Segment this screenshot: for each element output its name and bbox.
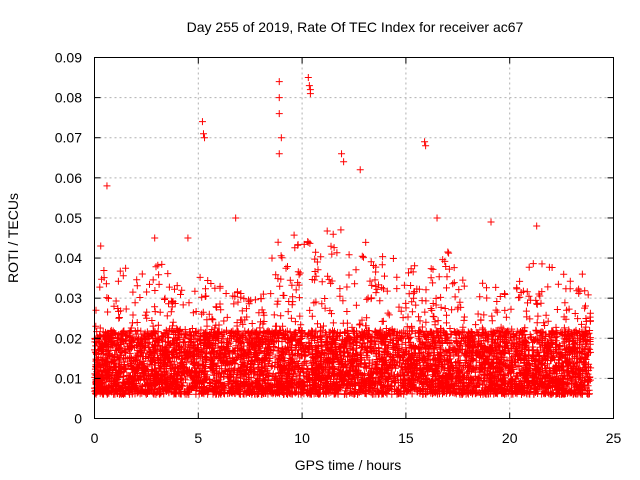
data-point xyxy=(340,158,348,166)
data-point xyxy=(275,150,283,158)
y-tick-label: 0.02 xyxy=(55,330,82,346)
y-tick-label: 0.04 xyxy=(55,250,82,266)
data-point xyxy=(433,214,441,222)
data-point xyxy=(338,150,346,158)
chart-title: Day 255 of 2019, Rate Of TEC Index for r… xyxy=(187,19,524,35)
data-point xyxy=(305,82,313,90)
data-point xyxy=(277,134,285,142)
data-point xyxy=(275,110,283,118)
data-point xyxy=(198,118,206,126)
scatter-cloud xyxy=(91,226,595,398)
y-tick-label: 0.06 xyxy=(55,170,82,186)
y-tick-label: 0.09 xyxy=(55,50,82,66)
y-tick-label: 0.03 xyxy=(55,290,82,306)
data-point xyxy=(306,90,314,98)
y-tick-labels: 0 0.01 0.02 0.03 0.04 0.05 0.06 0.07 0.08 0.09 xyxy=(55,50,82,427)
axis-ticks xyxy=(94,57,614,419)
y-tick-label: 0.07 xyxy=(55,130,82,146)
x-tick-label: 10 xyxy=(294,430,310,446)
plot-area-frame xyxy=(94,57,614,419)
data-point xyxy=(275,78,283,86)
y-tick-label: 0.01 xyxy=(55,370,82,386)
data-point xyxy=(201,134,209,142)
data-point xyxy=(356,166,364,174)
y-tick-label: 0.05 xyxy=(55,210,82,226)
data-points xyxy=(91,74,595,398)
x-axis-label: GPS time / hours xyxy=(295,457,402,473)
data-point xyxy=(275,94,283,102)
data-point xyxy=(103,182,111,190)
data-point xyxy=(97,242,105,250)
data-point xyxy=(232,214,240,222)
x-tick-label: 25 xyxy=(606,430,622,446)
data-point xyxy=(151,234,159,242)
x-tick-labels: 0 5 10 15 20 25 xyxy=(91,430,622,446)
x-tick-label: 5 xyxy=(194,430,202,446)
data-point xyxy=(184,234,192,242)
data-point xyxy=(578,270,586,278)
y-tick-label: 0.08 xyxy=(55,90,82,106)
data-point xyxy=(199,130,207,138)
x-tick-label: 20 xyxy=(502,430,518,446)
data-point xyxy=(421,138,429,146)
data-point xyxy=(422,142,430,150)
data-point xyxy=(533,222,541,230)
x-tick-label: 0 xyxy=(91,430,99,446)
data-point xyxy=(304,74,312,82)
x-tick-label: 15 xyxy=(398,430,414,446)
y-axis-label: ROTI / TECUs xyxy=(5,193,21,283)
y-tick-label: 0 xyxy=(74,411,82,427)
data-point xyxy=(487,218,495,226)
